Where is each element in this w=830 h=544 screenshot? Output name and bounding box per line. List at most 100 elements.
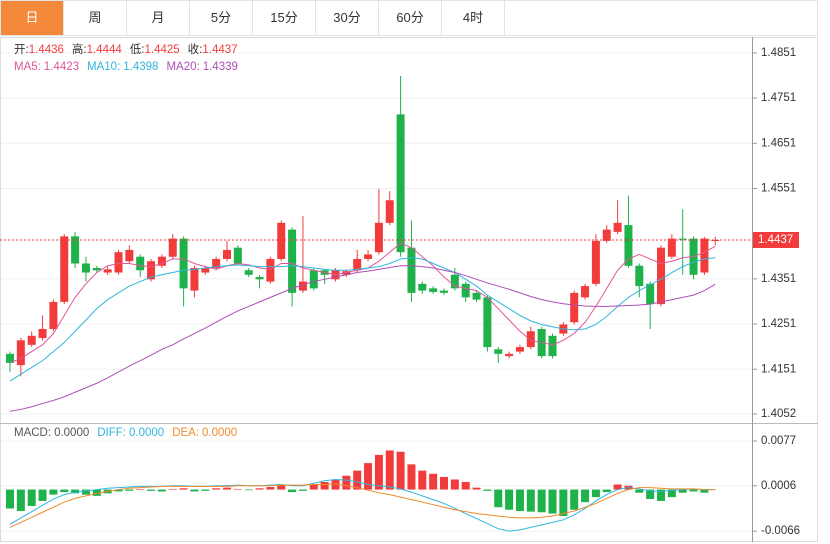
macd-bar bbox=[288, 489, 297, 493]
y-tick-label: 1.4351 bbox=[761, 273, 796, 285]
candle-body bbox=[49, 301, 58, 330]
y-tick-label: 1.4551 bbox=[761, 183, 796, 195]
macd-bar bbox=[602, 489, 611, 493]
legend-name: MA10: bbox=[87, 61, 120, 73]
candle-body bbox=[515, 347, 524, 352]
candle-body bbox=[157, 256, 166, 266]
candle-body bbox=[624, 225, 633, 266]
period-tab[interactable]: 60分 bbox=[379, 1, 442, 35]
ohlc-value: 1.4444 bbox=[87, 44, 123, 56]
macd-bar bbox=[125, 489, 134, 491]
candle-body bbox=[429, 288, 438, 292]
series-line bbox=[9, 483, 716, 528]
macd-bar bbox=[678, 489, 687, 493]
legend-name: MA20: bbox=[166, 61, 199, 73]
period-tab[interactable]: 30分 bbox=[316, 1, 379, 35]
candle-body bbox=[81, 263, 90, 273]
candle-body bbox=[667, 238, 676, 257]
candle-body bbox=[483, 297, 492, 348]
legend-value: 1.4398 bbox=[123, 61, 158, 73]
candle-body bbox=[353, 258, 362, 271]
candle-body bbox=[244, 270, 253, 275]
ohlc-label: 高: bbox=[72, 42, 87, 56]
macd-bar bbox=[505, 489, 514, 510]
macd-bar bbox=[27, 489, 36, 506]
legend-name: DEA: bbox=[172, 427, 199, 439]
candle-body bbox=[635, 265, 644, 287]
period-tab[interactable]: 月 bbox=[127, 1, 190, 35]
candle-body bbox=[548, 335, 557, 357]
candle-body bbox=[461, 283, 470, 298]
candle-body bbox=[288, 229, 297, 293]
ohlc-label: 低: bbox=[130, 43, 145, 56]
candle-body bbox=[581, 286, 590, 298]
last-price-label: 1.4437 bbox=[758, 234, 793, 246]
candle-body bbox=[114, 252, 123, 273]
period-tab[interactable]: 周 bbox=[64, 1, 127, 35]
y-tick-label: 1.4651 bbox=[761, 137, 796, 149]
ohlc-value: 1.4425 bbox=[144, 44, 179, 56]
period-tab[interactable]: 日 bbox=[1, 1, 64, 35]
macd-bar bbox=[635, 489, 644, 493]
macd-bar bbox=[407, 464, 416, 490]
period-tab[interactable]: 5分 bbox=[190, 1, 253, 35]
macd-bar bbox=[526, 489, 535, 512]
macd-bar bbox=[418, 470, 427, 490]
macd-bar bbox=[92, 489, 101, 496]
macd-bar bbox=[570, 489, 579, 510]
macd-bar bbox=[114, 489, 123, 492]
macd-bar bbox=[223, 487, 231, 490]
macd-bar bbox=[320, 482, 329, 490]
macd-bar bbox=[201, 489, 210, 491]
candle-body bbox=[201, 268, 210, 273]
candle-body bbox=[136, 256, 145, 271]
candle-body bbox=[27, 335, 36, 345]
legend-value: 0.0000 bbox=[54, 427, 89, 439]
macd-bar bbox=[613, 484, 622, 490]
macd-bar bbox=[298, 489, 307, 491]
legend-value: 0.0000 bbox=[202, 427, 237, 439]
candle-body bbox=[700, 238, 709, 273]
macd-bar bbox=[233, 488, 242, 490]
candle-body bbox=[223, 249, 231, 259]
candle-body bbox=[60, 236, 69, 302]
macd-bar bbox=[559, 489, 568, 517]
macd-bar bbox=[342, 475, 351, 490]
macd-bar bbox=[646, 489, 655, 500]
macd-header: MACD: 0.0000 DIFF: 0.0000 DEA: 0.0000 bbox=[14, 427, 237, 439]
macd-bar bbox=[700, 489, 709, 493]
ohlc-header: 开:1.4436 高:1.4444 低:1.4425 收:1.4437 bbox=[14, 42, 238, 56]
macd-bar bbox=[16, 489, 25, 511]
candle-body bbox=[418, 283, 427, 291]
macd-bar bbox=[396, 451, 405, 490]
candle-body bbox=[16, 340, 25, 366]
macd-bar bbox=[353, 470, 362, 490]
candle-body bbox=[657, 247, 665, 305]
period-tab[interactable]: 15分 bbox=[253, 1, 316, 35]
macd-bar bbox=[374, 454, 383, 490]
candle-body bbox=[233, 247, 242, 264]
macd-bar bbox=[581, 489, 590, 503]
candle-body bbox=[277, 222, 286, 259]
period-tab[interactable]: 4时 bbox=[442, 1, 505, 35]
macd-bar bbox=[309, 484, 318, 490]
y-tick-label: 1.4151 bbox=[761, 363, 796, 375]
macd-bar bbox=[147, 489, 156, 491]
macd-bar bbox=[385, 450, 394, 490]
legend-value: 1.4423 bbox=[44, 61, 79, 73]
last-price-box bbox=[753, 231, 799, 248]
candle-body bbox=[450, 274, 459, 289]
macd-bar bbox=[591, 489, 600, 498]
candle-body bbox=[472, 292, 481, 300]
candle-body bbox=[298, 281, 307, 291]
macd-bar bbox=[6, 489, 14, 509]
candle-body bbox=[6, 353, 14, 363]
candle-body bbox=[125, 249, 134, 262]
candle-body bbox=[591, 240, 600, 284]
macd-bar bbox=[689, 489, 698, 492]
macd-bar bbox=[38, 489, 47, 501]
candle-body bbox=[103, 269, 112, 273]
candle-body bbox=[71, 236, 80, 264]
macd-bar bbox=[81, 489, 90, 495]
